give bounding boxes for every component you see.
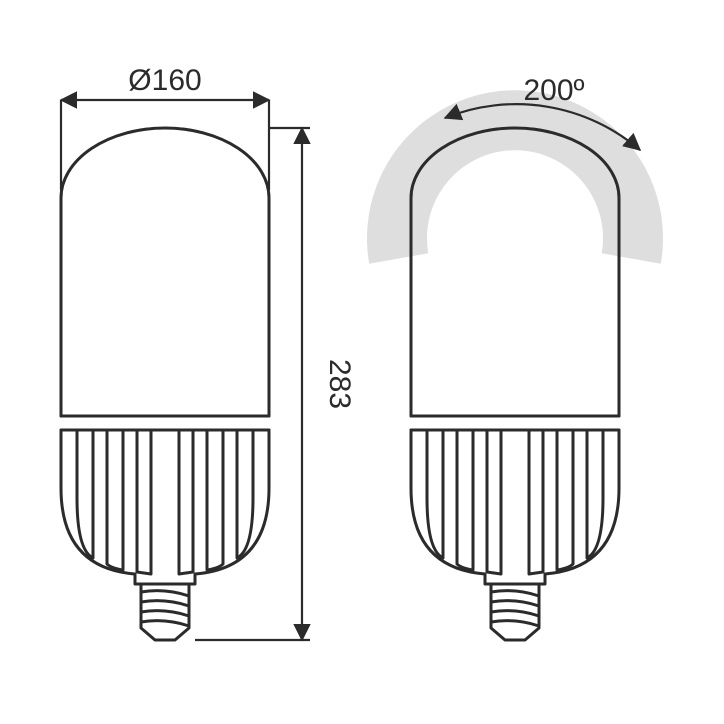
beam-angle-value: 200º bbox=[523, 74, 584, 107]
height-dimension: 283 bbox=[195, 128, 356, 640]
bulb-dimension-drawing: Ø160 283 200º bbox=[0, 0, 724, 724]
diameter-value: Ø160 bbox=[128, 64, 201, 97]
left-bulb-figure bbox=[61, 128, 269, 640]
right-bulb-figure bbox=[367, 90, 663, 640]
height-value: 283 bbox=[323, 359, 356, 409]
